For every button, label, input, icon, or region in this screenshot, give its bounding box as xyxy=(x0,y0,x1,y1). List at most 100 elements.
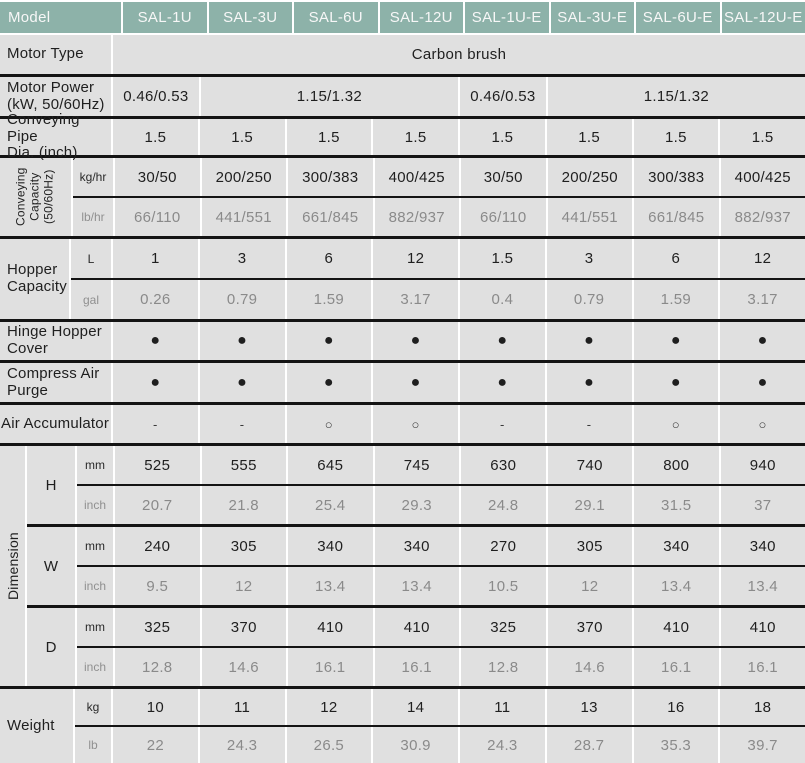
mm-unit-label: mm xyxy=(77,446,115,484)
kg-unit-label: kg xyxy=(75,689,113,725)
motor-type-value: Carbon brush xyxy=(113,35,805,74)
dimension-w-inch-value: 12 xyxy=(200,567,287,605)
pipe-dia-value: 1.5 xyxy=(545,119,632,155)
pipe-dia-label: Conveying Pipe Dia. (inch) xyxy=(0,119,113,155)
dimension-d-mm-value: 370 xyxy=(200,608,287,646)
model-column-header: SAL-12U-E xyxy=(720,2,805,33)
dimension-d-mm-value: 410 xyxy=(632,608,719,646)
motor-type-label: Motor Type xyxy=(0,35,113,74)
dimension-w-mm-value: 270 xyxy=(459,527,546,565)
filled-circle-icon: ● xyxy=(632,322,719,360)
dimension-w-mm-value: 340 xyxy=(286,527,373,565)
hopper-l-value: 6 xyxy=(285,239,372,278)
dimension-label: Dimension xyxy=(0,446,27,686)
liter-unit-label: L xyxy=(71,239,113,278)
pipe-dia-value: 1.5 xyxy=(632,119,719,155)
weight-kg-value: 12 xyxy=(285,689,372,725)
inch-unit-label: inch xyxy=(77,648,115,686)
pipe-dia-value: 1.5 xyxy=(718,119,805,155)
motor-power-value: 1.15/1.32 xyxy=(199,77,458,116)
capacity-lbhr-value: 661/845 xyxy=(286,198,373,236)
mm-unit-label: mm xyxy=(77,608,115,646)
dimension-w-mm-value: 240 xyxy=(115,527,200,565)
dimension-w-inch-value: 13.4 xyxy=(286,567,373,605)
weight-lb-value: 26.5 xyxy=(285,727,372,763)
hopper-l-value: 12 xyxy=(371,239,458,278)
hinge-hopper-cover-values: ●●●●●●●● xyxy=(113,322,805,360)
model-column-header: SAL-1U xyxy=(123,2,207,33)
hopper-gal-value: 3.17 xyxy=(718,280,805,319)
dimension-d-inch-value: 12.8 xyxy=(115,648,200,686)
dimension-h-mm-value: 525 xyxy=(115,446,200,484)
motor-power-value: 1.15/1.32 xyxy=(546,77,805,116)
air-accumulator-row: Air Accumulator --○○--○○ xyxy=(0,402,805,443)
pipe-dia-value: 1.5 xyxy=(113,119,198,155)
dimension-d-inch-value: 16.1 xyxy=(632,648,719,686)
accumulator-option-mark: - xyxy=(198,405,285,443)
hopper-gal-value: 3.17 xyxy=(371,280,458,319)
dimension-h-mm-value: 645 xyxy=(286,446,373,484)
dimension-w-inch-value: 13.4 xyxy=(719,567,805,605)
conveying-capacity-section: Conveying Capacity (50/60Hz) kg/hr 30/50… xyxy=(0,155,805,236)
filled-circle-icon: ● xyxy=(285,363,372,402)
pipe-dia-label-line1: Conveying Pipe xyxy=(7,112,111,146)
model-column-header: SAL-6U-E xyxy=(634,2,720,33)
dimension-h-inch-value: 29.1 xyxy=(546,486,633,524)
weight-lb-value: 28.7 xyxy=(545,727,632,763)
dimension-h-label: H xyxy=(27,446,77,524)
capacity-lbhr-value: 661/845 xyxy=(632,198,719,236)
model-column-header: SAL-6U xyxy=(292,2,378,33)
dimension-w-inch-value: 13.4 xyxy=(632,567,719,605)
weight-kg-value: 13 xyxy=(545,689,632,725)
weight-kg-value: 14 xyxy=(371,689,458,725)
pipe-dia-value: 1.5 xyxy=(285,119,372,155)
dimension-d-mm-value: 325 xyxy=(459,608,546,646)
motor-power-value: 0.46/0.53 xyxy=(113,77,199,116)
weight-lb-value: 30.9 xyxy=(371,727,458,763)
inch-unit-label: inch xyxy=(77,486,115,524)
dimension-w-mm-value: 340 xyxy=(373,527,460,565)
dimension-w-mm-value: 305 xyxy=(546,527,633,565)
dimension-h-inch-value: 21.8 xyxy=(200,486,287,524)
weight-kg-value: 18 xyxy=(718,689,805,725)
filled-circle-icon: ● xyxy=(113,322,198,360)
hopper-l-value: 3 xyxy=(198,239,285,278)
weight-label: Weight xyxy=(0,689,75,763)
dimension-w-inch-value: 9.5 xyxy=(115,567,200,605)
dimension-h-mm-value: 555 xyxy=(200,446,287,484)
capacity-lbhr-value: 882/937 xyxy=(719,198,805,236)
hopper-l-value: 1 xyxy=(113,239,198,278)
hopper-l-value: 1.5 xyxy=(458,239,545,278)
hinge-hopper-cover-row: Hinge Hopper Cover ●●●●●●●● xyxy=(0,319,805,360)
hopper-gal-value: 0.4 xyxy=(458,280,545,319)
weight-lb-value: 24.3 xyxy=(458,727,545,763)
capacity-lbhr-value: 441/551 xyxy=(546,198,633,236)
hinge-hopper-cover-label: Hinge Hopper Cover xyxy=(0,322,113,360)
hopper-l-value: 6 xyxy=(632,239,719,278)
filled-circle-icon: ● xyxy=(285,322,372,360)
weight-kg-value: 11 xyxy=(458,689,545,725)
kghr-unit-label: kg/hr xyxy=(73,158,115,196)
motor-type-row: Motor Type Carbon brush xyxy=(0,35,805,74)
dimension-w-inch-value: 10.5 xyxy=(459,567,546,605)
pipe-dia-value: 1.5 xyxy=(198,119,285,155)
weight-lb-value: 22 xyxy=(113,727,198,763)
dimension-h-inch-value: 29.3 xyxy=(373,486,460,524)
